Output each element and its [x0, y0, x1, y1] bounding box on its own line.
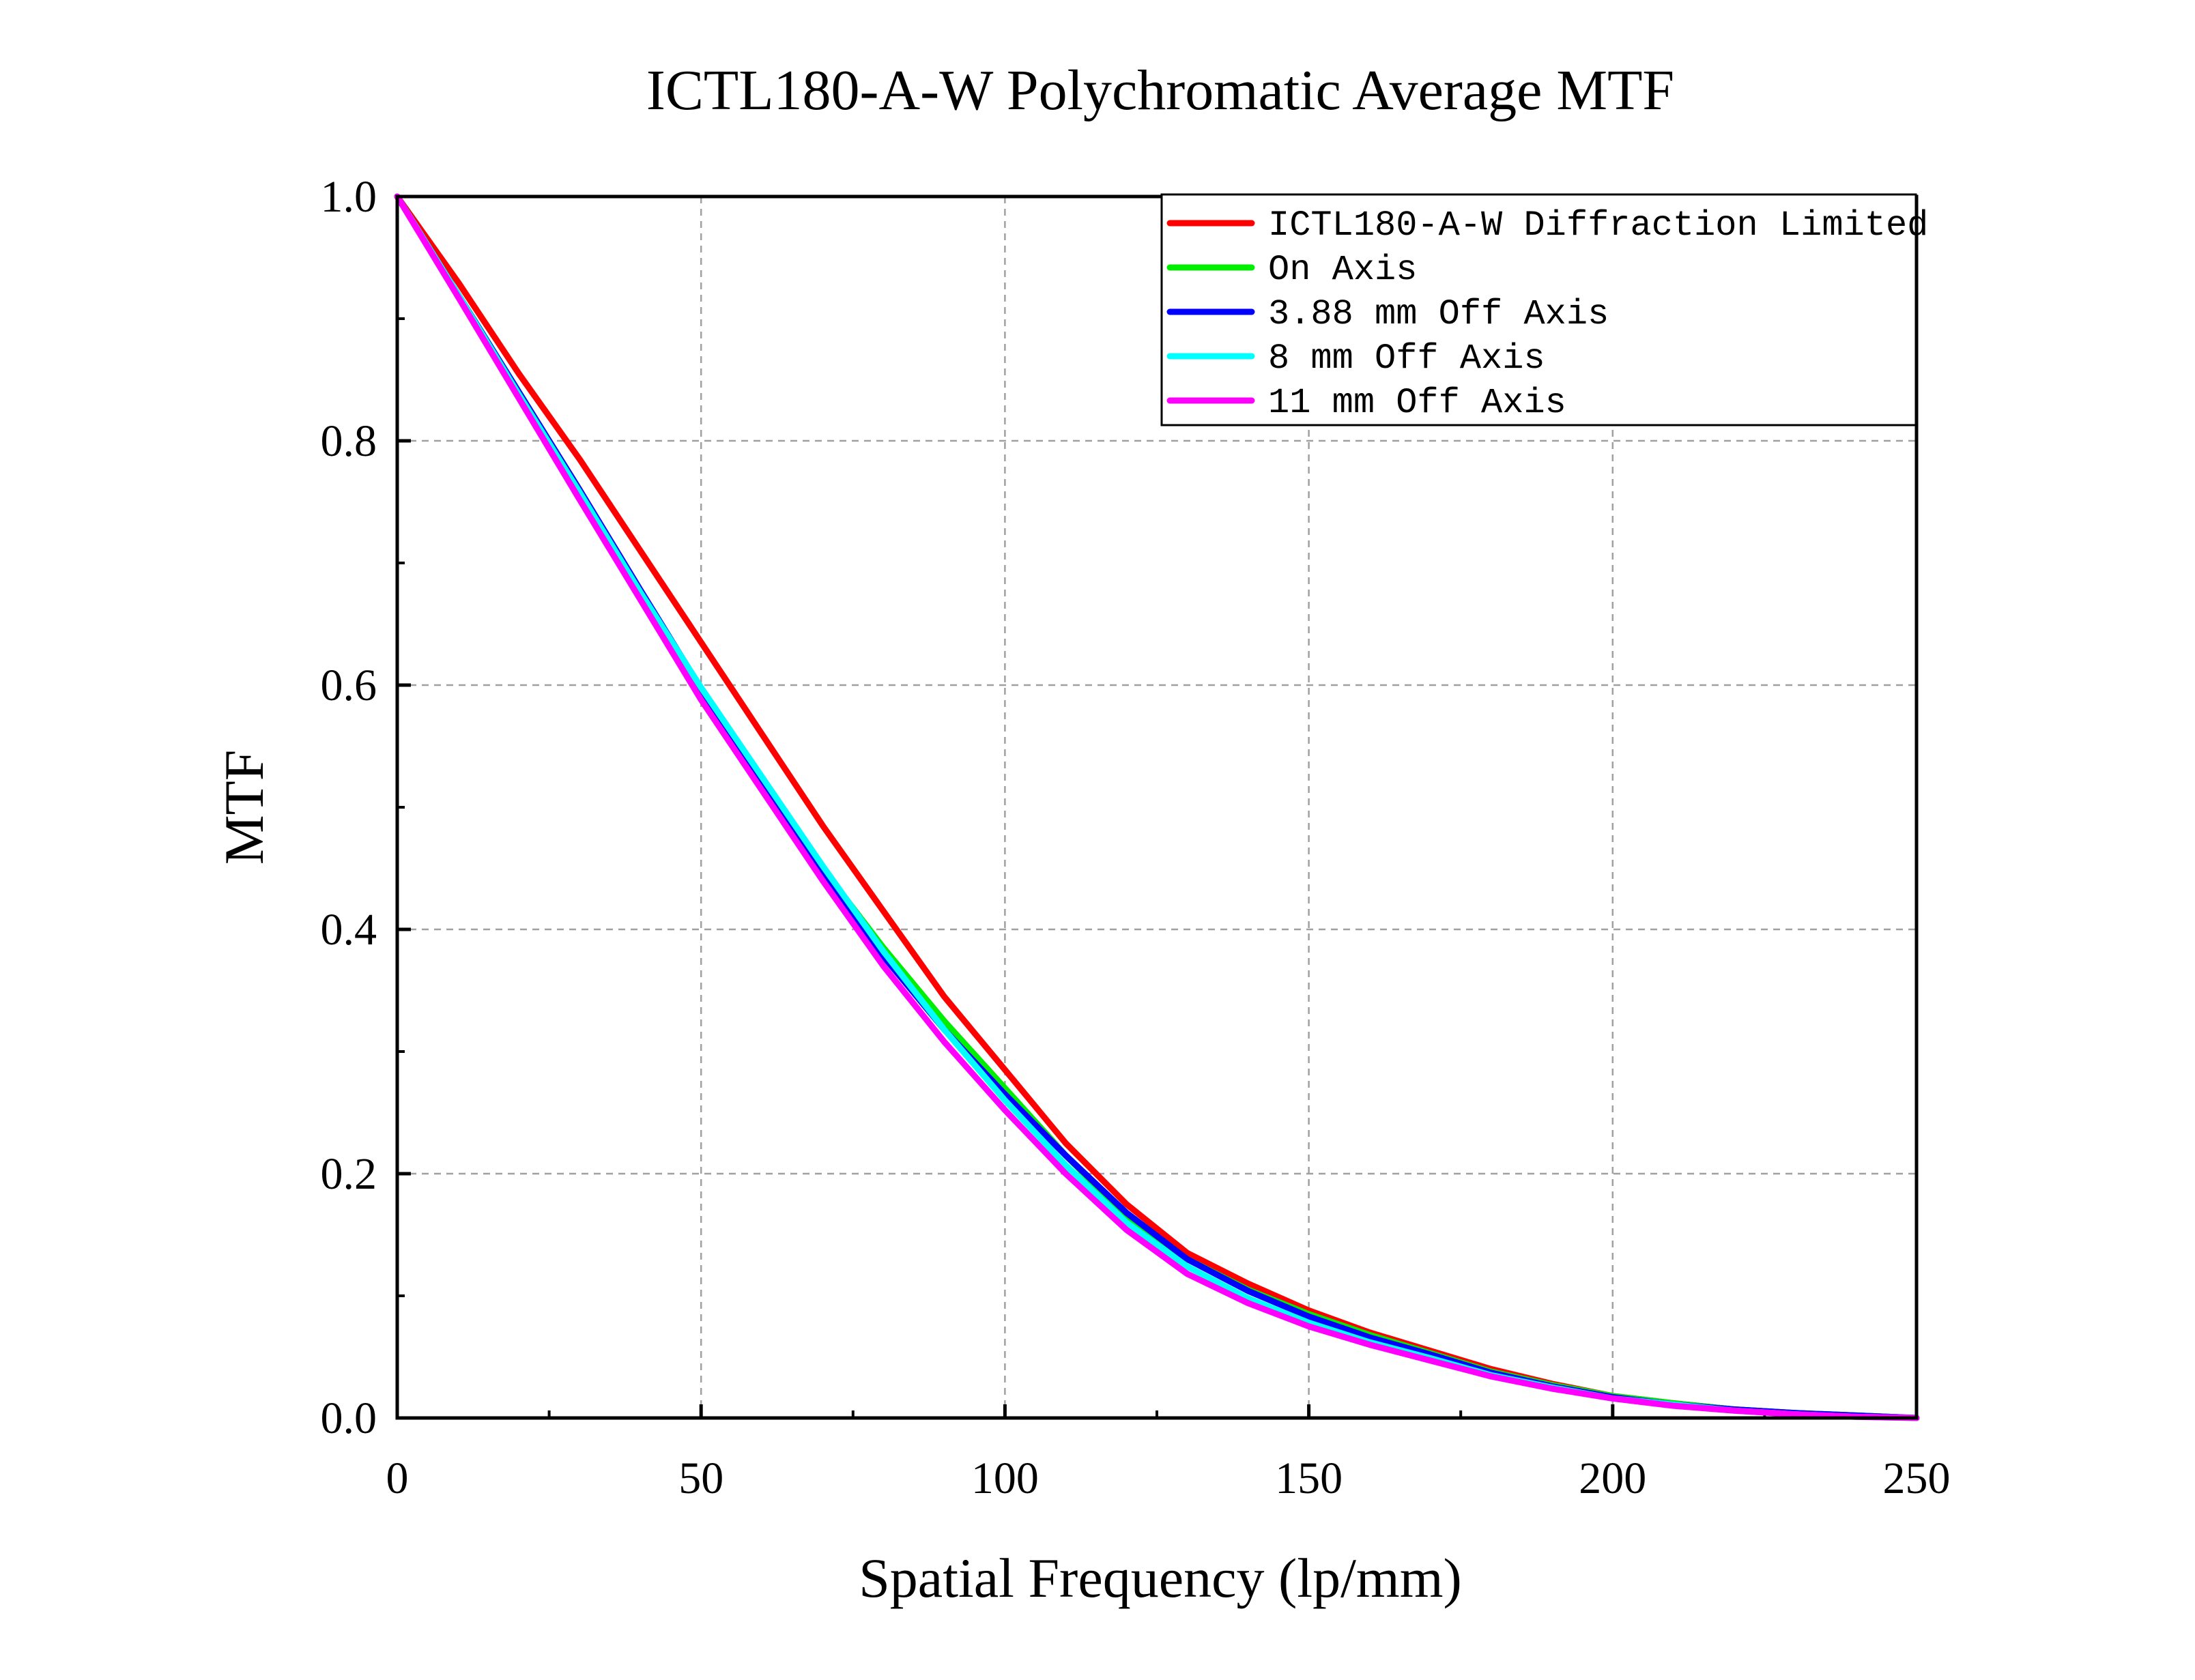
y-tick-label: 0.2 — [321, 1149, 377, 1199]
legend-label-0: ICTL180-A-W Diffraction Limited — [1268, 205, 1928, 246]
legend-label-2: 3.88 mm Off Axis — [1268, 294, 1609, 334]
x-tick-label: 50 — [678, 1453, 723, 1503]
y-tick-label: 0.0 — [321, 1393, 377, 1443]
legend-label-1: On Axis — [1268, 250, 1417, 290]
x-tick-label: 100 — [971, 1453, 1039, 1503]
legend-label-3: 8 mm Off Axis — [1268, 338, 1545, 379]
y-tick-label: 0.6 — [321, 661, 377, 710]
x-tick-label: 0 — [386, 1453, 409, 1503]
chart-title: ICTL180-A-W Polychromatic Average MTF — [646, 59, 1674, 122]
tick-labels: 0 50 100 150 200 250 0.0 0.2 0.4 0.6 0.8 1.0 — [321, 172, 1951, 1503]
x-tick-label: 200 — [1579, 1453, 1646, 1503]
legend-box — [1160, 193, 1917, 426]
y-tick-label: 1.0 — [321, 172, 377, 222]
series-line-4 — [394, 193, 1920, 1421]
grid — [397, 197, 1917, 1418]
x-tick-label: 150 — [1275, 1453, 1343, 1503]
y-tick-label: 0.4 — [321, 905, 377, 955]
x-axis-title: Spatial Frequency (lp/mm) — [859, 1547, 1462, 1609]
y-axis-title: MTF — [213, 750, 275, 865]
y-tick-label: 0.8 — [321, 416, 377, 466]
x-tick-label: 250 — [1883, 1453, 1951, 1503]
legend-label-4: 11 mm Off Axis — [1268, 383, 1566, 423]
series-lines — [394, 193, 1920, 1421]
plot-frame — [395, 194, 1919, 1420]
